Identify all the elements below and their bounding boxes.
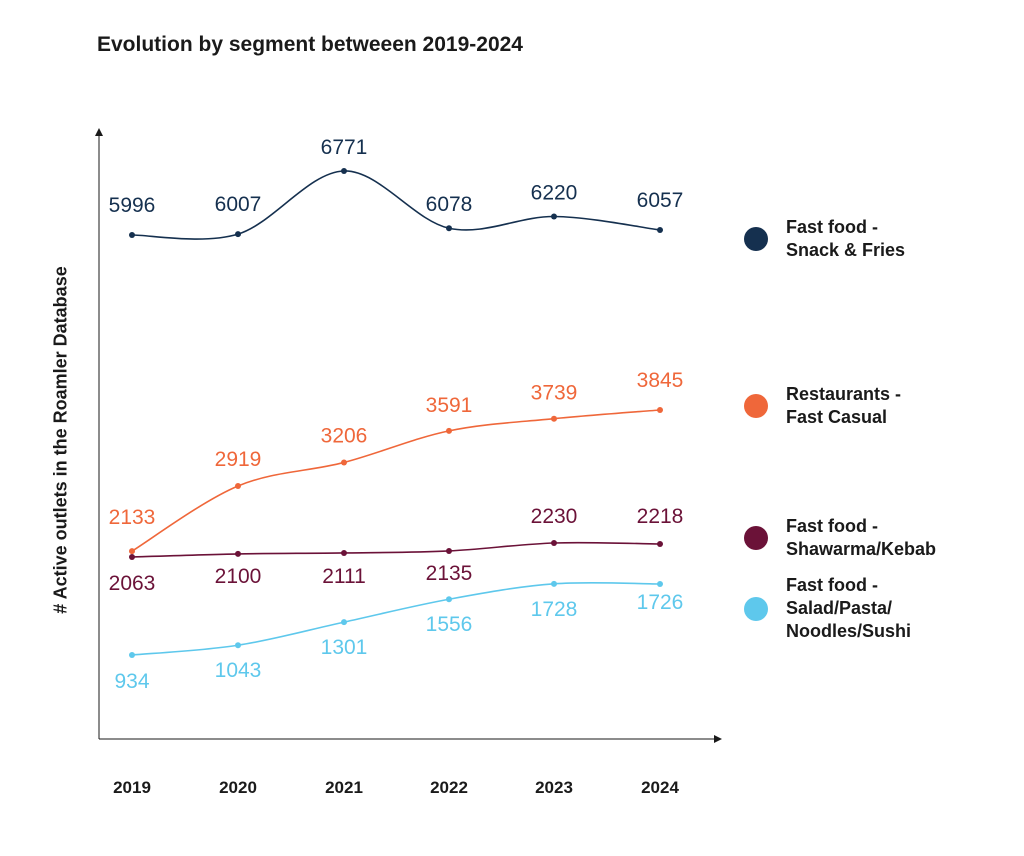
x-tick-label: 2020 xyxy=(219,778,257,797)
data-label: 2919 xyxy=(215,448,262,471)
data-point xyxy=(129,232,135,238)
data-point xyxy=(657,581,663,587)
series-line xyxy=(131,409,661,552)
data-label: 2218 xyxy=(637,505,684,528)
data-point xyxy=(551,213,557,220)
data-point xyxy=(551,540,557,546)
data-point xyxy=(129,548,135,555)
data-point xyxy=(235,231,241,238)
data-label: 6220 xyxy=(531,182,578,205)
series-line xyxy=(131,170,661,240)
data-label: 3206 xyxy=(321,424,368,447)
data-point xyxy=(551,415,557,422)
legend-swatch xyxy=(744,526,768,550)
data-label: 6078 xyxy=(426,193,473,216)
series-line xyxy=(131,541,661,558)
y-axis-arrow xyxy=(95,128,103,136)
legend-item-snack-fries: Fast food - Snack & Fries xyxy=(744,216,905,262)
x-axis-arrow xyxy=(714,735,722,743)
data-point xyxy=(657,226,663,233)
data-label: 2111 xyxy=(322,565,366,588)
chart-title: Evolution by segment betweeen 2019-2024 xyxy=(97,33,523,56)
data-point xyxy=(341,459,347,466)
data-label: 1301 xyxy=(321,636,368,659)
data-point xyxy=(235,642,241,649)
data-label: 2133 xyxy=(109,506,156,529)
legend-label: Fast food - Salad/Pasta/ Noodles/Sushi xyxy=(786,575,912,641)
data-point xyxy=(657,541,663,548)
x-tick-label: 2024 xyxy=(641,778,679,797)
legend-swatch xyxy=(744,394,768,418)
legend-swatch xyxy=(744,227,768,251)
data-point xyxy=(446,427,452,434)
x-tick-label: 2023 xyxy=(535,778,573,797)
data-label: 6771 xyxy=(321,136,368,159)
legend-swatch xyxy=(744,596,768,621)
data-label: 6057 xyxy=(637,189,684,212)
data-label: 1726 xyxy=(637,591,684,614)
data-point xyxy=(551,580,557,587)
data-label: 1556 xyxy=(426,613,473,636)
data-point xyxy=(235,483,241,489)
legend-label: Fast food - Shawarma/Kebab xyxy=(786,516,937,559)
x-tick-label: 2022 xyxy=(430,778,468,797)
data-label: 2063 xyxy=(109,572,156,595)
data-label: 2100 xyxy=(215,565,262,588)
data-point xyxy=(129,554,135,560)
data-label: 3845 xyxy=(637,369,684,392)
data-label: 3739 xyxy=(531,382,578,405)
legend-item-shawarma-kebab: Fast food - Shawarma/Kebab xyxy=(744,515,936,561)
data-point xyxy=(446,547,452,554)
data-label: 1043 xyxy=(215,659,262,682)
legend-label: Restaurants - Fast Casual xyxy=(786,384,902,427)
data-point xyxy=(446,225,452,232)
data-point xyxy=(341,619,347,626)
data-label: 3591 xyxy=(426,394,473,417)
series-line xyxy=(131,581,661,656)
data-label: 1728 xyxy=(531,598,578,621)
data-label: 5996 xyxy=(109,194,156,217)
x-tick-label: 2021 xyxy=(325,778,363,797)
legend-label: Fast food - Snack & Fries xyxy=(786,217,906,260)
data-label: 934 xyxy=(114,670,149,693)
data-point xyxy=(446,596,452,603)
data-point xyxy=(235,550,241,557)
legend-item-salad-pasta-noodles-sushi: Fast food - Salad/Pasta/ Noodles/Sushi xyxy=(744,574,911,643)
data-point xyxy=(657,407,663,413)
data-point xyxy=(341,549,347,556)
data-point xyxy=(341,168,347,174)
x-tick-label: 2019 xyxy=(113,778,151,797)
data-label: 2135 xyxy=(426,562,473,585)
data-label: 2230 xyxy=(531,505,578,528)
legend-item-fast-casual: Restaurants - Fast Casual xyxy=(744,383,901,429)
data-point xyxy=(129,652,135,658)
data-label: 6007 xyxy=(215,193,262,216)
